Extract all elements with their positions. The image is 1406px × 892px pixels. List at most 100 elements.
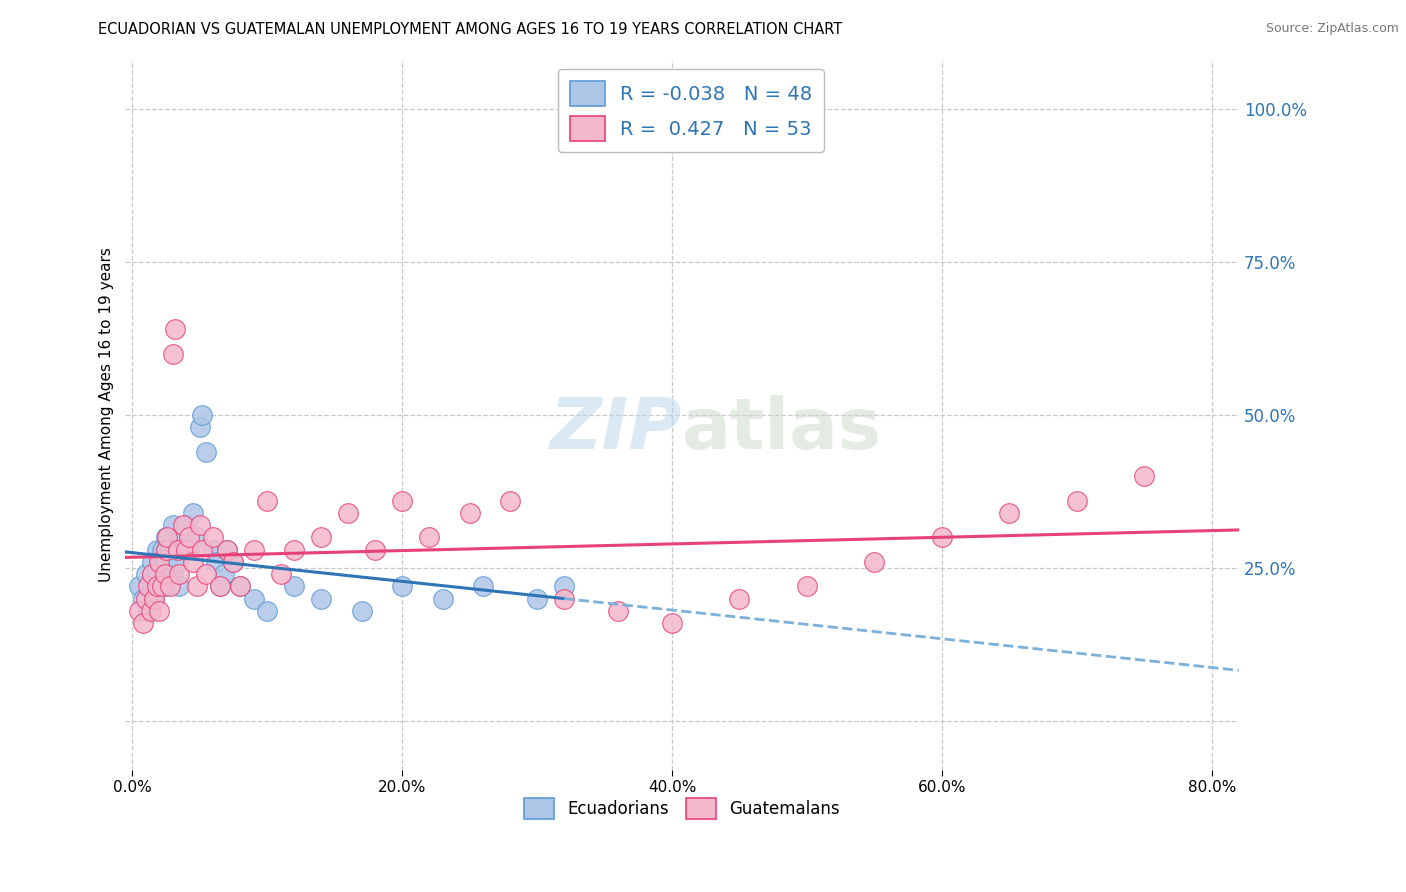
Point bbox=[208, 579, 231, 593]
Text: ZIP: ZIP bbox=[550, 394, 682, 464]
Point bbox=[553, 591, 575, 606]
Point bbox=[256, 493, 278, 508]
Point bbox=[350, 604, 373, 618]
Point bbox=[167, 542, 190, 557]
Point bbox=[156, 530, 179, 544]
Point bbox=[139, 604, 162, 618]
Point bbox=[132, 591, 155, 606]
Point bbox=[472, 579, 495, 593]
Point bbox=[155, 530, 177, 544]
Point bbox=[155, 542, 177, 557]
Point bbox=[205, 555, 228, 569]
Point bbox=[142, 591, 165, 606]
Point bbox=[159, 579, 181, 593]
Point bbox=[188, 518, 211, 533]
Point bbox=[128, 579, 150, 593]
Point bbox=[202, 530, 225, 544]
Point bbox=[135, 591, 157, 606]
Point bbox=[174, 518, 197, 533]
Point bbox=[145, 542, 167, 557]
Point bbox=[174, 542, 197, 557]
Point bbox=[155, 567, 177, 582]
Point bbox=[188, 420, 211, 434]
Point bbox=[150, 579, 173, 593]
Point bbox=[229, 579, 252, 593]
Point bbox=[177, 542, 200, 557]
Point bbox=[418, 530, 440, 544]
Point bbox=[165, 542, 187, 557]
Point bbox=[728, 591, 751, 606]
Point bbox=[138, 604, 160, 618]
Point bbox=[150, 561, 173, 575]
Point bbox=[167, 555, 190, 569]
Point bbox=[215, 542, 238, 557]
Y-axis label: Unemployment Among Ages 16 to 19 years: Unemployment Among Ages 16 to 19 years bbox=[100, 247, 114, 582]
Text: ECUADORIAN VS GUATEMALAN UNEMPLOYMENT AMONG AGES 16 TO 19 YEARS CORRELATION CHAR: ECUADORIAN VS GUATEMALAN UNEMPLOYMENT AM… bbox=[98, 22, 842, 37]
Point bbox=[145, 567, 167, 582]
Point bbox=[135, 567, 157, 582]
Text: Source: ZipAtlas.com: Source: ZipAtlas.com bbox=[1265, 22, 1399, 36]
Point bbox=[150, 542, 173, 557]
Point bbox=[309, 530, 332, 544]
Point bbox=[998, 506, 1021, 520]
Point bbox=[162, 346, 184, 360]
Text: atlas: atlas bbox=[682, 394, 882, 464]
Point bbox=[141, 555, 163, 569]
Point bbox=[391, 493, 413, 508]
Point bbox=[283, 542, 305, 557]
Point bbox=[173, 518, 195, 533]
Point bbox=[526, 591, 548, 606]
Point bbox=[155, 555, 177, 569]
Point bbox=[222, 555, 245, 569]
Point bbox=[458, 506, 481, 520]
Point bbox=[162, 567, 184, 582]
Point bbox=[181, 506, 204, 520]
Point bbox=[364, 542, 387, 557]
Point bbox=[165, 322, 187, 336]
Point bbox=[195, 567, 218, 582]
Point bbox=[181, 555, 204, 569]
Point bbox=[191, 408, 214, 422]
Point bbox=[222, 555, 245, 569]
Point bbox=[391, 579, 413, 593]
Point bbox=[169, 567, 191, 582]
Point bbox=[148, 555, 170, 569]
Point bbox=[138, 579, 160, 593]
Point bbox=[202, 542, 225, 557]
Point bbox=[132, 615, 155, 630]
Point bbox=[148, 555, 170, 569]
Point bbox=[931, 530, 953, 544]
Point bbox=[863, 555, 886, 569]
Point bbox=[141, 567, 163, 582]
Point bbox=[1133, 469, 1156, 483]
Point bbox=[1066, 493, 1088, 508]
Point bbox=[337, 506, 360, 520]
Point bbox=[186, 530, 208, 544]
Point bbox=[242, 542, 264, 557]
Point bbox=[229, 579, 252, 593]
Point bbox=[169, 579, 191, 593]
Point bbox=[553, 579, 575, 593]
Point bbox=[283, 579, 305, 593]
Point bbox=[172, 530, 194, 544]
Point bbox=[153, 567, 176, 582]
Point bbox=[142, 591, 165, 606]
Point bbox=[256, 604, 278, 618]
Point bbox=[661, 615, 683, 630]
Point bbox=[242, 591, 264, 606]
Point bbox=[191, 542, 214, 557]
Point bbox=[162, 518, 184, 533]
Point bbox=[177, 530, 200, 544]
Point bbox=[607, 604, 630, 618]
Point bbox=[796, 579, 818, 593]
Point bbox=[186, 579, 208, 593]
Point bbox=[148, 604, 170, 618]
Point bbox=[215, 542, 238, 557]
Point bbox=[208, 579, 231, 593]
Point bbox=[195, 444, 218, 458]
Legend: Ecuadorians, Guatemalans: Ecuadorians, Guatemalans bbox=[517, 791, 846, 826]
Point bbox=[148, 579, 170, 593]
Point bbox=[212, 567, 235, 582]
Point bbox=[432, 591, 454, 606]
Point bbox=[270, 567, 292, 582]
